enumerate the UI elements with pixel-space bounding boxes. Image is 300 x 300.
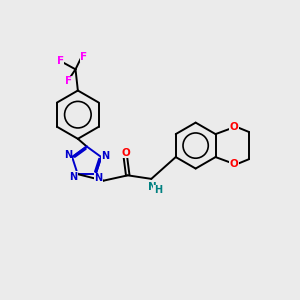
Text: O: O bbox=[230, 159, 238, 170]
Text: N: N bbox=[70, 172, 78, 182]
Text: F: F bbox=[57, 56, 64, 66]
Text: O: O bbox=[230, 122, 238, 132]
Text: F: F bbox=[64, 76, 72, 86]
Text: N: N bbox=[94, 173, 102, 183]
Text: F: F bbox=[80, 52, 87, 62]
Text: N: N bbox=[148, 182, 157, 191]
Text: N: N bbox=[64, 150, 72, 160]
Text: N: N bbox=[102, 151, 110, 161]
Text: O: O bbox=[121, 148, 130, 158]
Text: H: H bbox=[154, 185, 162, 195]
